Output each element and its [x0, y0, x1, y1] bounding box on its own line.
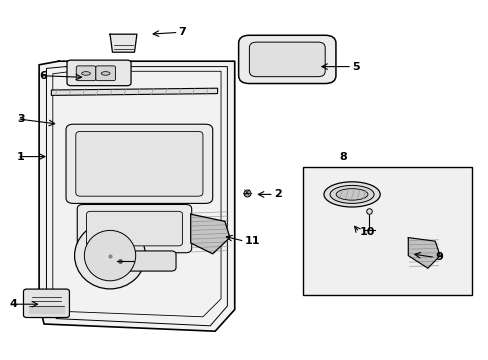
Polygon shape — [110, 34, 137, 52]
Text: 3: 3 — [17, 114, 25, 124]
Ellipse shape — [74, 222, 145, 289]
FancyBboxPatch shape — [86, 211, 182, 246]
Text: 4: 4 — [10, 299, 18, 309]
Ellipse shape — [336, 189, 367, 200]
Ellipse shape — [81, 72, 90, 75]
Text: 2: 2 — [273, 189, 281, 199]
Text: 1: 1 — [17, 152, 25, 162]
Ellipse shape — [323, 182, 380, 207]
FancyBboxPatch shape — [76, 131, 203, 196]
Ellipse shape — [84, 230, 135, 281]
Text: 7: 7 — [178, 27, 186, 37]
FancyBboxPatch shape — [76, 66, 96, 81]
FancyBboxPatch shape — [66, 124, 212, 203]
FancyBboxPatch shape — [23, 289, 69, 318]
Polygon shape — [29, 306, 63, 313]
Text: 11: 11 — [244, 236, 260, 246]
Text: 10: 10 — [359, 227, 374, 237]
Bar — [303, 167, 471, 295]
FancyBboxPatch shape — [249, 42, 325, 77]
Text: 9: 9 — [434, 252, 442, 262]
FancyBboxPatch shape — [96, 66, 115, 81]
FancyBboxPatch shape — [93, 251, 176, 271]
FancyBboxPatch shape — [77, 204, 191, 253]
Polygon shape — [407, 238, 439, 268]
Text: 8: 8 — [339, 152, 347, 162]
FancyBboxPatch shape — [238, 35, 335, 84]
Text: 5: 5 — [351, 62, 359, 72]
Text: 6: 6 — [39, 71, 47, 81]
Ellipse shape — [101, 72, 110, 75]
Polygon shape — [39, 61, 234, 331]
Polygon shape — [190, 214, 229, 254]
Ellipse shape — [329, 185, 373, 203]
FancyBboxPatch shape — [67, 60, 131, 86]
Polygon shape — [51, 88, 217, 95]
